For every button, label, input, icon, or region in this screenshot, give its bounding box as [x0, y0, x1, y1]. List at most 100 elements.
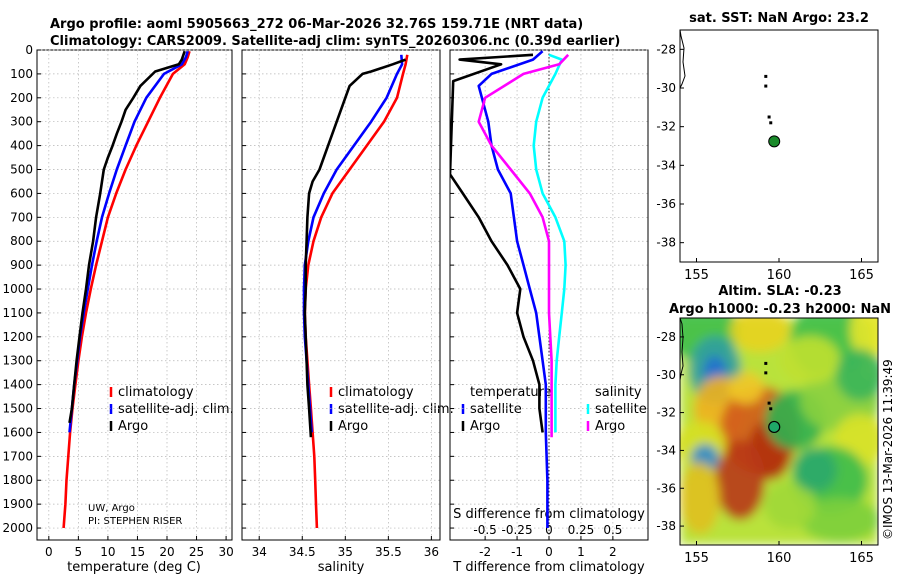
salinity-line-climatology: [303, 54, 409, 529]
sla-map-title-line1: Altim. SLA: -0.23: [718, 284, 841, 299]
difference-series-group: [450, 53, 544, 433]
sla-map-coastline: [679, 317, 684, 381]
temperature-legend: climatology satellite-adj. clim. Argo: [109, 385, 234, 434]
legend-label-s-argo: Argo: [595, 419, 625, 434]
depth-tick-label: 1700: [2, 449, 33, 463]
temperature-line-argo: [68, 50, 186, 424]
header-title-line2: Climatology: CARS2009. Satellite-adj cli…: [50, 34, 620, 49]
difference-series-group: [532, 53, 567, 433]
temperature-series-group: [62, 50, 191, 529]
sst-map-coastline: [679, 29, 686, 89]
sst-map-track-point: [764, 74, 768, 78]
salinity-line-argo: [303, 58, 407, 438]
depth-tick-label: 1900: [2, 497, 33, 511]
temperature-xtick-label: 30: [218, 545, 233, 559]
sla-map-ytick-label: -30: [656, 368, 676, 382]
difference-x2tick-label: -0.5: [473, 523, 496, 537]
sla-map-track-point: [769, 407, 773, 411]
sla-field-patch: [715, 440, 765, 520]
temperature-series-group: [68, 50, 186, 424]
legend-label-satellite: satellite-adj. clim.: [338, 402, 454, 417]
temperature-xtick-label: 5: [75, 545, 83, 559]
difference-xtick-label: 0: [545, 545, 553, 559]
sst-map-ytick-label: -36: [656, 197, 676, 211]
depth-tick-label: 1800: [2, 473, 33, 487]
legend-label-argo: Argo: [338, 419, 368, 434]
salinity-line-satellite-adj-clim-: [302, 54, 404, 433]
sla-field-patch: [780, 336, 840, 384]
header-title-line1: Argo profile: aoml 5905663_272 06-Mar-20…: [50, 17, 583, 32]
depth-tick-label: 1600: [2, 425, 33, 439]
sst-map-ytick-label: -34: [656, 158, 676, 172]
depth-tick-label: 900: [10, 258, 33, 272]
sla-map-ytick-label: -38: [656, 519, 676, 533]
depth-tick-label: 300: [10, 115, 33, 129]
sst-map-frame: [679, 29, 879, 263]
sla-map-ytick-label: -34: [656, 443, 676, 457]
depth-tick-label: 1100: [2, 306, 33, 320]
sla-map-track-point: [764, 371, 768, 375]
difference-series-group: [477, 53, 570, 438]
temperature-xlabel: temperature (deg C): [67, 560, 201, 575]
sst-map-marks: [764, 74, 781, 148]
sla-field-patch: [764, 481, 816, 529]
depth-tick-label: 1200: [2, 330, 33, 344]
difference-series-group: [477, 50, 549, 528]
credit-institution: UW, Argo: [88, 503, 135, 514]
sla-map-marks: [764, 361, 781, 434]
difference-xtick-label: 2: [609, 545, 617, 559]
sla-field-patch: [793, 448, 837, 492]
sst-map-track-point: [769, 121, 773, 125]
difference-xtick-label: 1: [577, 545, 585, 559]
sst-map-ytick-label: -32: [656, 120, 676, 134]
sla-field-patch: [836, 349, 878, 401]
temperature-xtick-label: 10: [100, 545, 115, 559]
legend-label-climatology: climatology: [338, 385, 414, 400]
sst-map-ytick-label: -38: [656, 236, 676, 250]
sst-map-xtick-label: 165: [849, 268, 874, 283]
difference-xtick-label: -2: [479, 545, 491, 559]
depth-tick-label: 2000: [2, 521, 33, 535]
sla-field-patch: [800, 498, 878, 542]
legend-label-s-satellite: satellite: [595, 402, 647, 417]
legend-group-salinity: salinity: [595, 385, 642, 400]
temperature-xtick-label: 20: [159, 545, 174, 559]
temperature-series-group: [68, 50, 189, 433]
depth-tick-label: 1000: [2, 282, 33, 296]
credit-pi: PI: STEPHEN RISER: [88, 516, 182, 527]
depth-tick-label: 600: [10, 186, 33, 200]
salinity-series-group: [303, 54, 409, 529]
sla-map-ytick-label: -32: [656, 406, 676, 420]
temperature-line-satellite-adj-clim-: [68, 50, 189, 433]
difference-line-satellite-temperature-: [477, 50, 549, 528]
difference-x2tick-label: -0.25: [502, 523, 533, 537]
difference-xtick-label: -1: [511, 545, 523, 559]
depth-tick-label: 1400: [2, 378, 33, 392]
sla-heatmap: [680, 318, 878, 545]
difference-line-satellite-salinity-: [532, 53, 567, 433]
temperature-xtick-label: 25: [189, 545, 204, 559]
legend-label-climatology: climatology: [118, 385, 194, 400]
sst-map-title: sat. SST: NaN Argo: 23.2: [689, 11, 869, 26]
sla-map-title-line2: Argo h1000: -0.23 h2000: NaN: [669, 302, 891, 317]
sst-map-track-point: [767, 115, 771, 119]
sla-map-track-point: [764, 361, 768, 365]
depth-tick-label: 700: [10, 210, 33, 224]
depth-tick-label: 1300: [2, 354, 33, 368]
sla-field-patch: [728, 372, 764, 404]
sst-map-ytick-label: -30: [656, 81, 676, 95]
temperature-xtick-label: 15: [130, 545, 145, 559]
temperature-xtick-label: 0: [45, 545, 53, 559]
salinity-xtick-label: 34: [252, 545, 267, 559]
depth-tick-label: 800: [10, 234, 33, 248]
depth-tick-label: 500: [10, 163, 33, 177]
salinity-panel-frame: [241, 49, 441, 541]
sla-map-track-point: [767, 401, 771, 405]
watermark: ©IMOS 13-Mar-2026 11:39:49: [881, 359, 895, 540]
depth-tick-label: 200: [10, 91, 33, 105]
sla-field-patch: [680, 462, 720, 534]
depth-tick-label: 1500: [2, 402, 33, 416]
difference-x2tick-label: 0: [545, 523, 553, 537]
sla-field-patch: [730, 318, 790, 352]
sst-map-xtick-label: 160: [767, 268, 792, 283]
